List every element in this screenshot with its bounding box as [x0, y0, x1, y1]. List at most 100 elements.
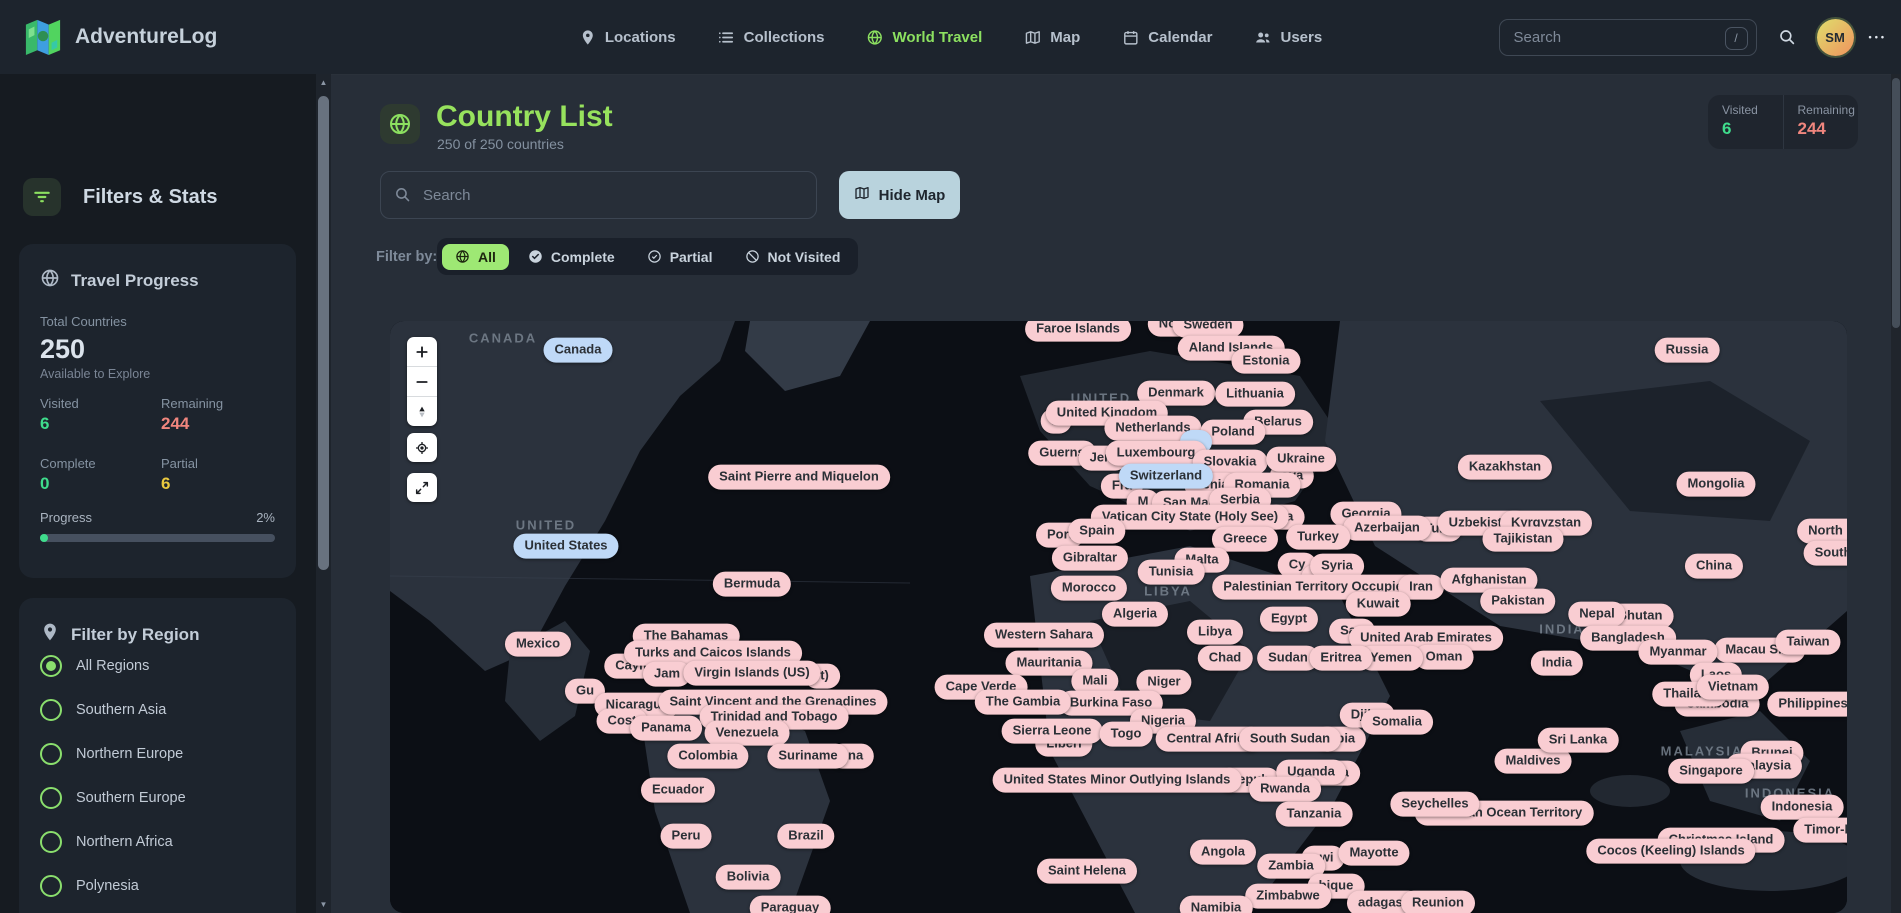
country-pill-syria[interactable]: Syria — [1310, 553, 1364, 579]
overflow-menu-icon[interactable]: ••• — [1868, 32, 1887, 42]
filter-button-all[interactable]: All — [442, 243, 509, 270]
country-pill-the-gambia[interactable]: The Gambia — [974, 689, 1072, 715]
country-pill-reunion[interactable]: Reunion — [1401, 890, 1475, 913]
country-pill-jam[interactable]: Jam — [642, 661, 692, 687]
country-pill-oman[interactable]: Oman — [1414, 644, 1474, 670]
filter-button-partial[interactable]: Partial — [634, 244, 726, 270]
country-pill-pakistan[interactable]: Pakistan — [1480, 588, 1556, 614]
country-pill-algeria[interactable]: Algeria — [1101, 601, 1169, 627]
country-pill-united-states[interactable]: United States — [513, 533, 619, 559]
region-option-polynesia[interactable]: Polynesia — [40, 875, 186, 897]
country-pill-seychelles[interactable]: Seychelles — [1390, 791, 1480, 817]
radio-icon[interactable] — [40, 831, 62, 853]
country-pill-niger[interactable]: Niger — [1136, 669, 1192, 695]
avatar[interactable]: SM — [1816, 18, 1854, 56]
country-pill-venezuela[interactable]: Venezuela — [704, 720, 790, 746]
country-pill-tanzania[interactable]: Tanzania — [1275, 801, 1353, 827]
country-pill-togo[interactable]: Togo — [1099, 721, 1153, 747]
country-pill-somalia[interactable]: Somalia — [1361, 709, 1433, 735]
scrollbar-up-arrow[interactable]: ▲ — [319, 78, 328, 87]
country-pill-brazil[interactable]: Brazil — [777, 823, 835, 849]
country-pill-panama[interactable]: Panama — [630, 715, 702, 741]
country-pill-myanmar[interactable]: Myanmar — [1638, 639, 1718, 665]
country-pill-mali[interactable]: Mali — [1071, 668, 1119, 694]
sidebar-scrollbar[interactable]: ▲ ▼ — [316, 74, 331, 913]
country-pill-philippines[interactable]: Philippines — [1767, 691, 1847, 717]
country-pill-kazakhstan[interactable]: Kazakhstan — [1457, 454, 1553, 480]
country-pill-morocco[interactable]: Morocco — [1050, 575, 1128, 601]
country-pill-russia[interactable]: Russia — [1654, 337, 1720, 363]
fullscreen-button[interactable] — [407, 473, 437, 502]
country-pill-lithuania[interactable]: Lithuania — [1215, 381, 1295, 407]
filter-button-complete[interactable]: Complete — [515, 244, 628, 270]
country-pill-bermuda[interactable]: Bermuda — [712, 571, 792, 597]
country-pill-south[interactable]: South — [1803, 540, 1847, 566]
navbar-search-input[interactable] — [1498, 18, 1757, 56]
country-pill-western-sahara[interactable]: Western Sahara — [983, 622, 1105, 648]
country-pill-spain[interactable]: Spain — [1068, 518, 1126, 544]
country-pill-afghanistan[interactable]: Afghanistan — [1440, 567, 1538, 593]
country-pill-ukraine[interactable]: Ukraine — [1266, 446, 1336, 472]
country-pill-united-states-minor-outlying-islands[interactable]: United States Minor Outlying Islands — [992, 767, 1242, 793]
country-pill-vatican-city-state-holy-see[interactable]: Vatican City State (Holy See) — [1090, 504, 1290, 530]
zoom-out-button[interactable] — [407, 366, 437, 396]
country-pill-turkey[interactable]: Turkey — [1286, 524, 1350, 550]
country-pill-cy[interactable]: Cy — [1277, 552, 1317, 578]
country-pill-maldives[interactable]: Maldives — [1494, 748, 1572, 774]
region-option-northern-africa[interactable]: Northern Africa — [40, 831, 186, 853]
region-option-southern-asia[interactable]: Southern Asia — [40, 699, 186, 721]
country-pill-south-sudan[interactable]: South Sudan — [1238, 726, 1342, 752]
country-pill-suriname[interactable]: Suriname — [767, 743, 849, 769]
search-icon[interactable] — [1772, 22, 1802, 52]
nav-item-world-travel[interactable]: World Travel — [867, 29, 982, 46]
page-scrollbar[interactable] — [1891, 74, 1901, 913]
country-pill-tunisia[interactable]: Tunisia — [1137, 559, 1205, 585]
country-pill-saint-helena[interactable]: Saint Helena — [1036, 858, 1138, 884]
zoom-in-button[interactable] — [407, 337, 437, 366]
region-option-southern-europe[interactable]: Southern Europe — [40, 787, 186, 809]
country-pill-eritrea[interactable]: Eritrea — [1309, 645, 1373, 671]
nav-item-locations[interactable]: Locations — [579, 29, 676, 46]
country-pill-paraguay[interactable]: Paraguay — [749, 895, 831, 913]
country-pill-china[interactable]: China — [1684, 553, 1744, 579]
nav-item-users[interactable]: Users — [1254, 29, 1322, 46]
region-option-all-regions[interactable]: All Regions — [40, 655, 186, 677]
country-pill-timor-le[interactable]: Timor-Le — [1793, 817, 1847, 843]
country-pill-nepal[interactable]: Nepal — [1568, 601, 1626, 627]
country-pill-switzerland[interactable]: Switzerland — [1118, 463, 1214, 489]
world-map[interactable]: CANADA UNITED UNITED LIBYA INDIA MALAYSIA INDO… — [390, 321, 1847, 913]
country-pill-mexico[interactable]: Mexico — [504, 631, 572, 657]
country-pill-tajikistan[interactable]: Tajikistan — [1482, 526, 1564, 552]
country-pill-sudan[interactable]: Sudan — [1257, 645, 1319, 671]
country-pill-indonesia[interactable]: Indonesia — [1760, 794, 1844, 820]
country-pill-sweden[interactable]: Sweden — [1172, 321, 1244, 338]
country-pill-cape-verde[interactable]: Cape Verde — [934, 674, 1028, 700]
hide-map-button[interactable]: Hide Map — [839, 171, 960, 219]
sidebar-scrollbar-thumb[interactable] — [318, 96, 329, 570]
country-pill-north-k[interactable]: North K — [1797, 518, 1847, 544]
nav-item-map[interactable]: Map — [1024, 29, 1080, 46]
country-pill-mauritania[interactable]: Mauritania — [1005, 650, 1093, 676]
country-pill-rwanda[interactable]: Rwanda — [1249, 776, 1321, 802]
country-pill-greece[interactable]: Greece — [1211, 526, 1279, 552]
radio-icon[interactable] — [40, 875, 62, 897]
country-pill-saint-pierre-and-miquelon[interactable]: Saint Pierre and Miquelon — [708, 464, 890, 490]
country-pill-gibraltar[interactable]: Gibraltar — [1051, 545, 1129, 571]
country-pill-peru[interactable]: Peru — [660, 823, 712, 849]
compass-button[interactable] — [407, 396, 437, 426]
country-pill-kuwait[interactable]: Kuwait — [1345, 591, 1411, 617]
country-pill-mayotte[interactable]: Mayotte — [1338, 840, 1410, 866]
geolocate-button[interactable] — [407, 433, 437, 462]
country-pill-chad[interactable]: Chad — [1197, 645, 1253, 671]
country-pill-sierra-leone[interactable]: Sierra Leone — [1001, 718, 1103, 744]
radio-icon[interactable] — [40, 743, 62, 765]
country-pill-sri-lanka[interactable]: Sri Lanka — [1537, 727, 1619, 753]
country-pill-angola[interactable]: Angola — [1189, 839, 1257, 865]
country-pill-bolivia[interactable]: Bolivia — [715, 864, 781, 890]
country-pill-canada[interactable]: Canada — [543, 337, 613, 363]
country-pill-taiwan[interactable]: Taiwan — [1775, 629, 1841, 655]
country-pill-ecuador[interactable]: Ecuador — [640, 777, 716, 803]
radio-icon[interactable] — [40, 699, 62, 721]
radio-icon[interactable] — [40, 655, 62, 677]
country-search-input[interactable] — [380, 171, 817, 219]
